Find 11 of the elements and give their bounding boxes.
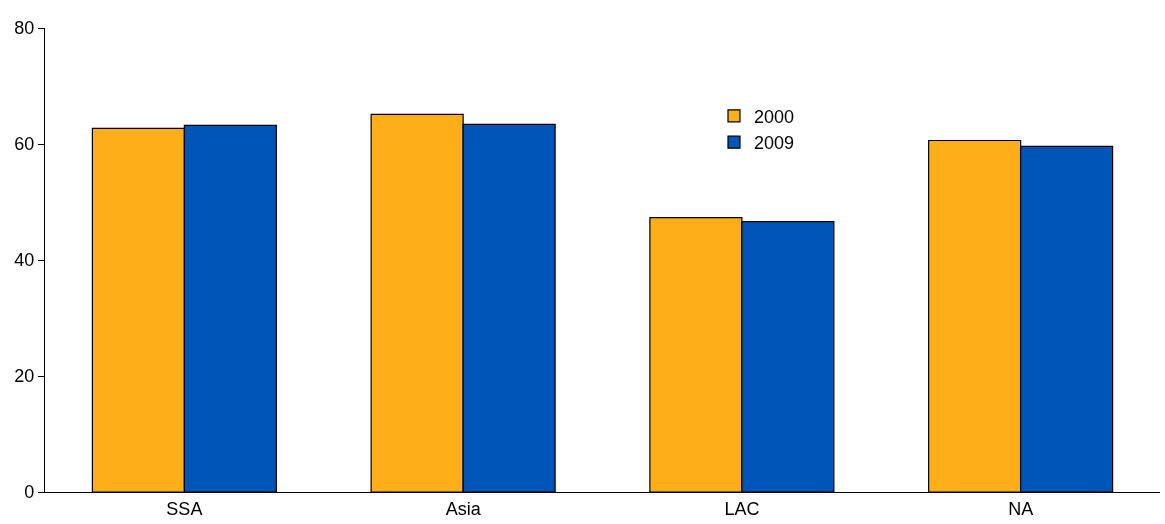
y-tick-label: 80 <box>14 18 35 39</box>
x-tick-label: SSA <box>166 498 203 519</box>
y-tick-label: 40 <box>14 250 35 271</box>
x-tick-label: NA <box>1008 498 1034 519</box>
legend-label: 2009 <box>754 133 795 154</box>
x-tick-label: LAC <box>724 498 760 519</box>
y-tick-label: 20 <box>14 366 35 387</box>
x-tick-label: Asia <box>445 498 482 519</box>
y-tick-label: 60 <box>14 134 35 155</box>
y-tick-label: 0 <box>24 482 35 503</box>
legend-label: 2000 <box>754 106 795 127</box>
